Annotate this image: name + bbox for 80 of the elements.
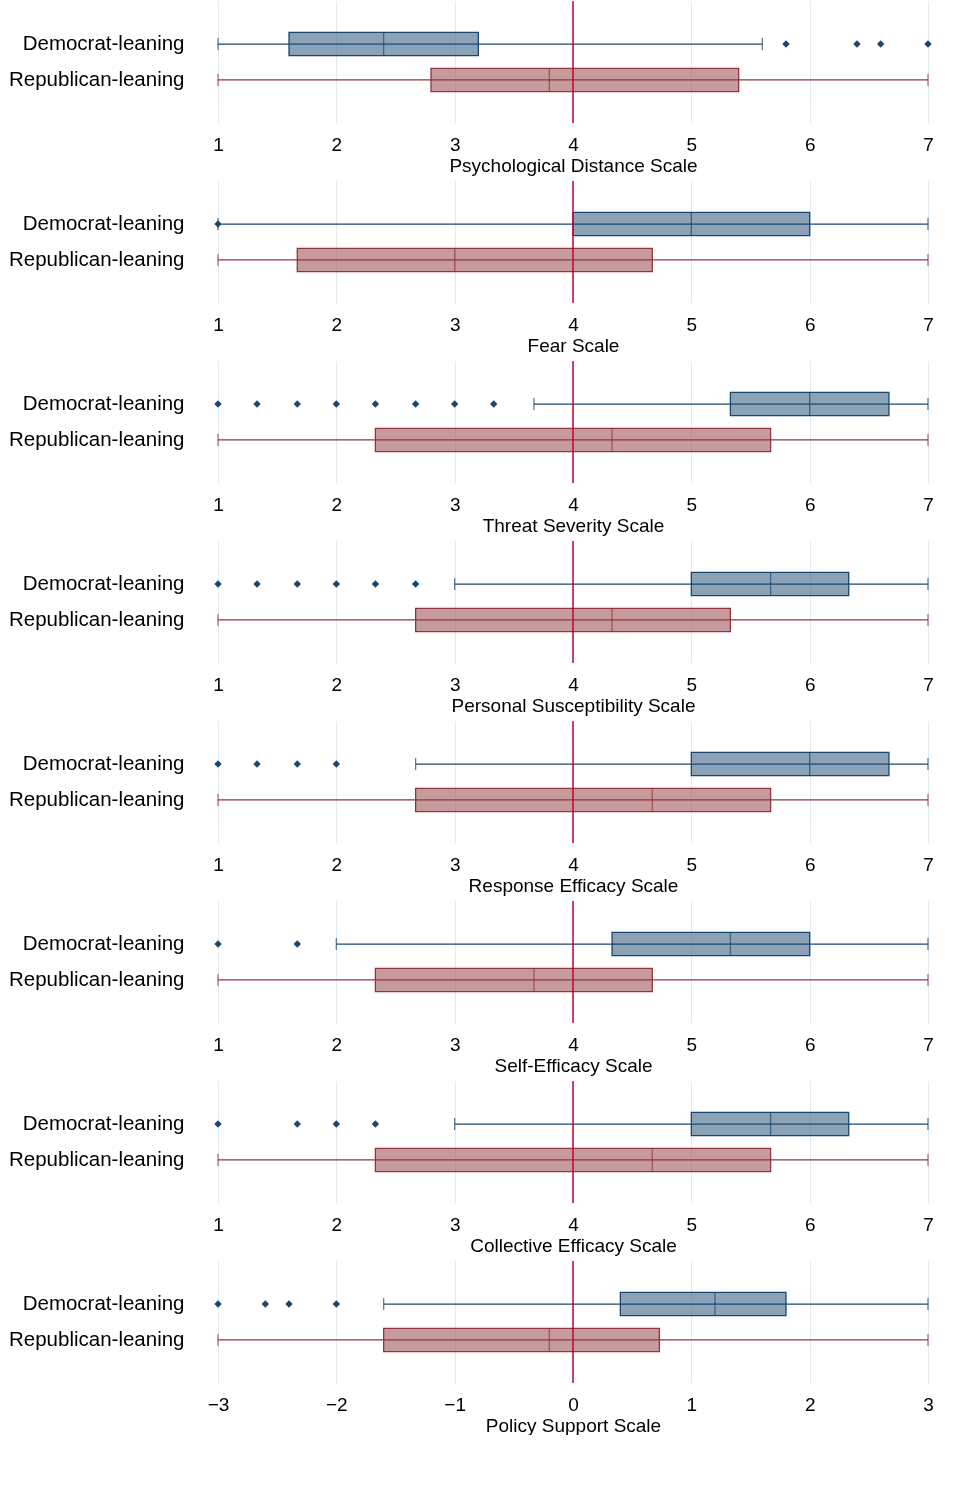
x-tick-label: 7 [923, 493, 934, 515]
y-tick-label: Democrat-leaning [22, 391, 185, 415]
x-axis-title: Personal Susceptibility Scale [451, 694, 696, 716]
x-tick-label: 1 [213, 313, 224, 335]
y-tick-label: Republican-leaning [8, 66, 185, 90]
x-tick-label: 6 [804, 1213, 816, 1235]
x-tick-label: 5 [686, 1213, 698, 1235]
x-tick-label: 4 [568, 853, 580, 875]
x-tick-label: 3 [449, 673, 461, 695]
x-axis-title: Fear Scale [527, 334, 620, 356]
x-tick-label: 4 [568, 673, 580, 695]
x-tick-label: 2 [331, 133, 343, 155]
x-tick-label: 1 [213, 1033, 224, 1055]
y-tick-label: Democrat-leaning [22, 571, 185, 595]
y-tick-label: Democrat-leaning [22, 1111, 185, 1135]
x-axis-title: Self-Efficacy Scale [494, 1054, 653, 1076]
y-tick-label: Democrat-leaning [22, 31, 185, 55]
x-tick-label: 5 [686, 1033, 698, 1055]
x-tick-label: 6 [804, 1033, 816, 1055]
x-tick-label: 1 [213, 853, 224, 875]
x-tick-label: 2 [331, 673, 343, 695]
x-tick-label: 7 [923, 853, 934, 875]
x-tick-label: −3 [207, 1393, 230, 1415]
y-tick-label: Republican-leaning [8, 1326, 185, 1350]
x-tick-label: 3 [449, 853, 461, 875]
x-tick-label: 5 [686, 133, 698, 155]
x-tick-label: 1 [686, 1393, 698, 1415]
x-tick-label: 2 [331, 853, 343, 875]
x-tick-label: 2 [804, 1393, 816, 1415]
x-tick-label: 2 [331, 493, 343, 515]
x-tick-label: 6 [804, 853, 816, 875]
x-tick-label: 3 [449, 313, 461, 335]
x-axis-title: Policy Support Scale [485, 1414, 662, 1436]
x-axis-title: Threat Severity Scale [482, 514, 665, 536]
x-tick-label: 1 [213, 133, 224, 155]
x-tick-label: 3 [449, 1213, 461, 1235]
x-tick-label: 1 [213, 1213, 224, 1235]
x-tick-label: 7 [923, 1213, 934, 1235]
x-tick-label: 3 [449, 1033, 461, 1055]
x-tick-label: 6 [804, 673, 816, 695]
x-tick-label: 4 [568, 493, 580, 515]
x-tick-label: 1 [213, 493, 224, 515]
y-tick-label: Republican-leaning [8, 246, 185, 270]
y-tick-label: Republican-leaning [8, 1146, 185, 1170]
x-axis-title: Response Efficacy Scale [468, 874, 679, 896]
x-tick-label: 7 [923, 1033, 934, 1055]
x-tick-label: 6 [804, 493, 816, 515]
x-tick-label: 6 [804, 313, 816, 335]
x-tick-label: 5 [686, 853, 698, 875]
x-tick-label: 7 [923, 313, 934, 335]
x-tick-label: −2 [326, 1393, 348, 1415]
x-tick-label: 3 [449, 493, 461, 515]
x-tick-label: 5 [686, 313, 698, 335]
y-tick-label: Democrat-leaning [22, 931, 185, 955]
y-tick-label: Republican-leaning [8, 606, 185, 630]
x-tick-label: 2 [331, 313, 343, 335]
y-tick-label: Democrat-leaning [22, 211, 185, 235]
x-tick-label: 7 [923, 673, 934, 695]
x-tick-label: 4 [568, 1033, 580, 1055]
x-tick-label: −1 [444, 1393, 466, 1415]
y-tick-label: Democrat-leaning [22, 1291, 185, 1315]
x-tick-label: 5 [686, 493, 698, 515]
x-tick-label: 4 [568, 313, 580, 335]
x-tick-label: 7 [923, 133, 934, 155]
x-axis-title: Collective Efficacy Scale [470, 1234, 677, 1256]
x-tick-label: 4 [568, 133, 580, 155]
x-tick-label: 3 [923, 1393, 934, 1415]
x-tick-label: 2 [331, 1213, 343, 1235]
y-tick-label: Republican-leaning [8, 426, 185, 450]
x-tick-label: 0 [568, 1393, 579, 1415]
x-axis-title: Psychological Distance Scale [449, 154, 698, 176]
x-tick-label: 3 [449, 133, 461, 155]
x-tick-label: 5 [686, 673, 698, 695]
y-tick-label: Republican-leaning [8, 966, 185, 990]
x-tick-label: 1 [213, 673, 224, 695]
y-tick-label: Republican-leaning [8, 786, 185, 810]
x-tick-label: 2 [331, 1033, 343, 1055]
x-tick-label: 4 [568, 1213, 580, 1235]
y-tick-label: Democrat-leaning [22, 751, 185, 775]
x-tick-label: 6 [804, 133, 816, 155]
